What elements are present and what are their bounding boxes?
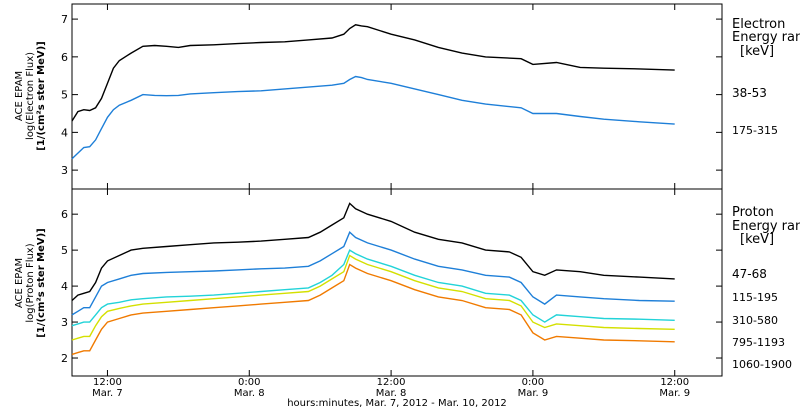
x-tick-date-label: Mar. 8 [376,388,407,399]
proton-legend-entry-2: 115-195 [732,291,778,304]
electron-ylabel: ACE EPAM log(Electron Flux) [1/(cm²s ste… [14,41,47,150]
electron-y-tick-label: 6 [61,51,68,64]
electron-ylabel-line-2: log(Electron Flux) [25,52,36,140]
x-tick-date-label: Mar. 9 [518,388,549,399]
proton-legend-entry-4: 795-1193 [732,336,785,349]
proton-y-tick-label: 6 [61,208,68,221]
x-axis-label: hours:minutes, Mar. 7, 2012 - Mar. 10, 2… [287,398,507,409]
proton-series-2-line [71,231,675,316]
electron-ylabel-line-1: ACE EPAM [14,71,25,121]
proton-series-3-line [71,249,675,327]
proton-legend-title-2: Energy ran [732,219,800,234]
proton-legend: Proton Energy ran [keV] 47-68 115-195 31… [732,205,800,371]
proton-ylabel-line-3: [1/(cm²s ster MeV)] [36,228,47,337]
proton-series-1-line [71,202,675,302]
proton-ylabel-line-1: ACE EPAM [14,258,25,308]
x-tick-time-label: 0:00 [522,377,544,388]
x-tick-time-label: 12:00 [377,377,406,388]
electron-panel-frame [71,3,723,190]
electron-y-tick-label: 3 [61,164,68,177]
proton-panel-frame [71,188,723,377]
x-tick-date-label: Mar. 7 [92,388,123,399]
proton-y-tick-label: 3 [61,316,68,329]
electron-legend-title-2: Energy ran [732,30,800,45]
proton-legend-entry-5: 1060-1900 [732,358,792,371]
electron-y-tick-label: 5 [61,89,68,102]
proton-series-5-line [71,263,675,356]
electron-series-2-line [71,75,675,160]
electron-y-tick-label: 4 [61,126,68,139]
proton-y-tick-label: 5 [61,244,68,257]
proton-legend-title-3: [keV] [740,232,774,247]
electron-y-axis: 3 4 5 6 7 [61,13,722,177]
x-tick-time-label: 0:00 [238,377,260,388]
proton-y-tick-label: 2 [61,352,68,365]
electron-legend-entry-2: 175-315 [732,124,778,137]
electron-series-1-line [71,24,675,122]
x-tick-time-label: 12:00 [93,377,122,388]
x-tick-date-label: Mar. 9 [659,388,690,399]
electron-ylabel-line-3: [1/(cm²s ster MeV)] [36,41,47,150]
proton-ylabel-line-2: log(Proton Flux) [25,243,36,322]
electron-legend: Electron Energy ran [keV] 38-53 175-315 [732,17,800,137]
x-tick-time-label: 12:00 [660,377,689,388]
proton-series-group [71,202,675,356]
proton-legend-entry-3: 310-580 [732,314,778,327]
x-tick-date-label: Mar. 8 [234,388,265,399]
electron-legend-entry-1: 38-53 [732,86,767,100]
proton-y-axis: 2 3 4 5 6 [61,208,722,365]
proton-legend-entry-1: 47-68 [732,267,767,281]
proton-legend-title-1: Proton [732,205,774,220]
electron-legend-title-3: [keV] [740,44,774,59]
electron-y-tick-label: 7 [61,13,68,26]
electron-series-group [71,24,675,160]
proton-y-tick-label: 4 [61,280,68,293]
proton-series-4-line [71,254,675,341]
electron-legend-title-1: Electron [732,17,785,32]
proton-ylabel: ACE EPAM log(Proton Flux) [1/(cm²s ster … [14,228,47,337]
